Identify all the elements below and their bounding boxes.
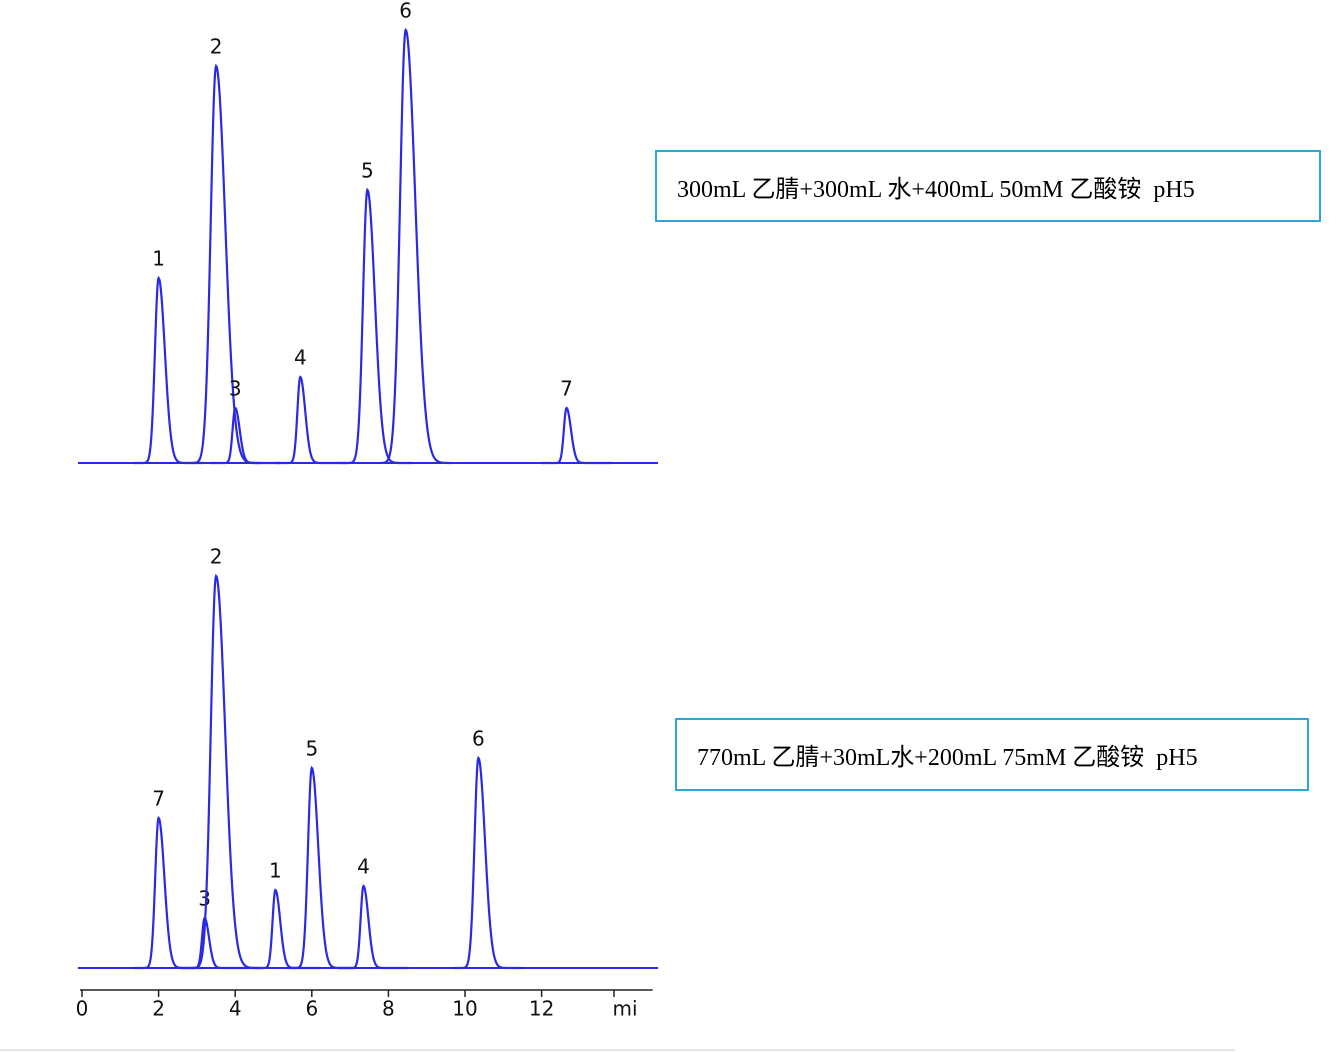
peak-label: 1 xyxy=(152,247,165,271)
peak-label: 6 xyxy=(472,727,485,751)
x-tick-label: 4 xyxy=(229,997,242,1021)
peak xyxy=(210,406,281,465)
annotation-box: 770mL 乙腈+30mL水+200mL 75mM 乙酸铵 pH5 xyxy=(675,718,1309,791)
peak xyxy=(133,815,204,970)
x-tick-label: 8 xyxy=(382,997,395,1021)
x-tick-label: 0 xyxy=(76,997,89,1021)
peak xyxy=(338,884,409,970)
peak-label: 4 xyxy=(357,855,370,879)
peak xyxy=(133,275,204,465)
x-axis-label: mi xyxy=(612,997,637,1021)
peak-label: 1 xyxy=(269,859,282,883)
x-tick-label: 6 xyxy=(305,997,318,1021)
x-tick-label: 12 xyxy=(529,997,554,1021)
peak-label: 3 xyxy=(229,377,242,401)
peak xyxy=(541,406,612,465)
peak-label: 5 xyxy=(361,159,374,183)
peak-label: 2 xyxy=(210,35,223,59)
peak xyxy=(453,755,524,970)
x-tick-label: 2 xyxy=(152,997,165,1021)
x-tick-label: 10 xyxy=(452,997,477,1021)
peak xyxy=(286,765,357,970)
peak-label: 7 xyxy=(152,787,165,811)
peak-label: 6 xyxy=(399,0,412,23)
peak xyxy=(380,27,451,465)
peak-label: 4 xyxy=(294,346,307,370)
peak xyxy=(250,888,321,970)
peak xyxy=(275,375,346,465)
peak xyxy=(191,63,262,465)
annotation-box: 300mL 乙腈+300mL 水+400mL 50mM 乙酸铵 pH5 xyxy=(655,150,1321,222)
peak-label: 2 xyxy=(210,545,223,569)
peak-label: 7 xyxy=(560,377,573,401)
peak xyxy=(191,573,262,970)
peak-label: 5 xyxy=(305,737,318,761)
peak-label: 3 xyxy=(198,887,211,911)
peak xyxy=(342,187,413,465)
peak xyxy=(179,916,250,970)
